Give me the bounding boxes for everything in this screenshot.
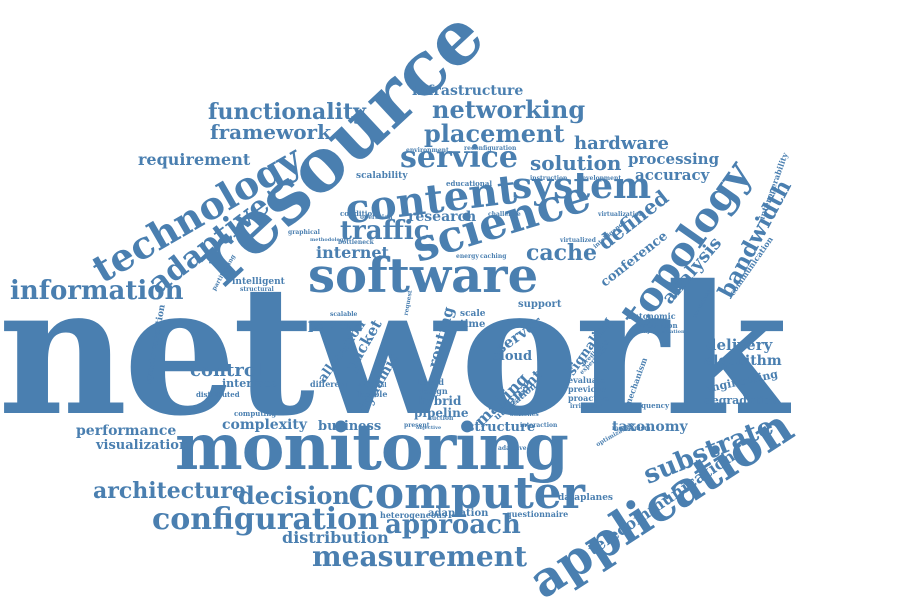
word-hybrid: hybrid	[418, 394, 462, 408]
word-configuration: configuration	[152, 502, 380, 537]
word-computer: computer	[348, 468, 585, 519]
word-complexity: complexity	[222, 417, 307, 433]
word-energy: energy	[456, 253, 479, 260]
word-graphical: graphical	[288, 229, 320, 236]
word-virtualization: virtualization	[598, 211, 644, 218]
word-institution: institution	[636, 321, 678, 330]
word-bottleneck: bottleneck	[338, 239, 374, 246]
word-heterogeneous: heterogeneous	[380, 510, 447, 520]
word-operation: operation	[360, 214, 393, 221]
word-network: network	[0, 246, 788, 455]
word-paper: paper	[308, 317, 353, 333]
word-structural: structural	[240, 286, 274, 293]
word-degradation: degradation	[704, 394, 779, 407]
word-autonomic: autonomic	[628, 311, 676, 321]
word-infrastructure: infrastructure	[412, 83, 524, 99]
word-interaction: interaction	[520, 422, 558, 429]
word-processing: processing	[628, 150, 720, 168]
word-different: different	[310, 379, 350, 389]
word-based: based	[418, 377, 444, 387]
word-dataplanes: dataplanes	[558, 493, 613, 503]
word-instruction: instruction	[530, 175, 568, 182]
word-accuracy: accuracy	[635, 166, 710, 184]
word-monitoring: monitoring	[175, 410, 569, 485]
word-educational: educational	[446, 179, 493, 188]
word-structure: structure	[467, 420, 536, 435]
word-present: present	[404, 422, 430, 429]
word-methodology: methodology	[310, 237, 347, 243]
word-challenge: challenge	[488, 211, 521, 218]
word-support: support	[518, 299, 562, 310]
word-decision: decision	[238, 481, 350, 510]
word-previous: previous	[568, 384, 607, 394]
word-reconfiguration: reconfiguration	[464, 145, 517, 152]
word-virtualized: virtualized	[560, 237, 596, 244]
word-scalability: scalability	[356, 171, 408, 181]
word-research: research	[408, 209, 477, 225]
word-information: information	[10, 276, 184, 306]
word-service: service	[400, 140, 518, 175]
word-artificial: artificial	[358, 382, 387, 389]
word-approach: approach	[385, 510, 521, 540]
word-software: software	[308, 248, 539, 304]
word-networking: networking	[432, 95, 586, 124]
word-adaptation: adaptation	[428, 508, 489, 519]
word-scale: scale	[460, 309, 486, 319]
word-distributed: distributed	[196, 390, 240, 399]
word-cache: cache	[526, 240, 598, 266]
word-measurement: measurement	[312, 540, 528, 573]
word-internet: internet	[316, 243, 389, 262]
word-requirement: requirement	[138, 150, 251, 169]
word-frequency: frequency	[630, 401, 670, 410]
word-flexible: flexible	[355, 389, 388, 399]
word-auction: auction	[428, 415, 454, 422]
word-traffic: traffic	[340, 216, 430, 246]
word-computing: computing	[234, 409, 277, 418]
word-proactive: proactive	[568, 393, 610, 403]
word-interface: interface	[222, 377, 278, 390]
word-cloud: network monitoring resource software com…	[0, 0, 803, 610]
word-visualization: visualization	[96, 438, 189, 453]
word-pipeline: pipeline	[414, 406, 469, 420]
word-intelligent: intelligent	[232, 277, 285, 287]
word-development: development	[578, 175, 622, 182]
word-objective: objective	[416, 425, 442, 431]
word-functionality: functionality	[208, 99, 366, 125]
word-control: control	[190, 360, 263, 381]
word-distribution: distribution	[282, 528, 389, 547]
word-scalable: scalable	[330, 311, 358, 318]
word-delivery: delivery	[706, 336, 773, 354]
word-evaluate: evaluate	[568, 375, 606, 385]
word-architecture: architecture	[93, 478, 246, 504]
word-questionnaire: questionnaire	[506, 509, 569, 519]
word-time: time	[460, 319, 486, 330]
word-solution: solution	[530, 151, 622, 175]
word-environment: environment	[406, 147, 449, 154]
word-business: business	[318, 419, 382, 434]
word-caching: caching	[480, 253, 507, 260]
word-performance: performance	[76, 423, 177, 439]
word-cloud: cloud	[492, 349, 533, 364]
word-mechanism-small: mechanism	[612, 425, 651, 432]
word-adaptive-small: adaptive	[498, 445, 527, 452]
word-switches: switches	[510, 411, 539, 418]
word-design: design	[418, 386, 448, 396]
word-condition: condition	[340, 209, 378, 218]
word-framework: framework	[210, 120, 331, 144]
word-placement: placement	[424, 119, 565, 148]
word-irrigation: irrigation	[570, 403, 603, 410]
word-algorithm: algorithm	[704, 353, 782, 369]
word-hardware: hardware	[574, 133, 669, 154]
word-implementation: implementation	[640, 329, 685, 335]
word-taxonomy: taxonomy	[612, 419, 688, 435]
word-system: system	[512, 165, 652, 207]
